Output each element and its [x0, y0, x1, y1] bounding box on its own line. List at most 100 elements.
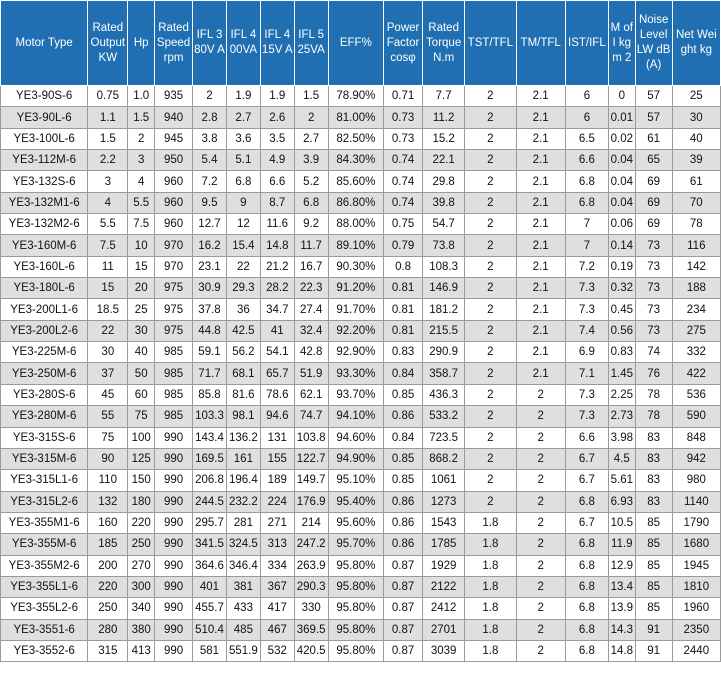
- table-cell: 78.90%: [327, 84, 385, 108]
- table-cell: 0.14: [607, 234, 636, 257]
- table-cell: 2: [515, 554, 566, 577]
- table-cell: 220: [127, 511, 156, 535]
- table-cell: 2: [464, 106, 517, 129]
- table-cell: 12: [225, 213, 261, 236]
- table-cell: 250: [127, 533, 156, 556]
- table-cell: 10.5: [607, 511, 636, 535]
- table-cell: 6.9: [564, 341, 609, 364]
- table-cell: 332: [671, 341, 721, 364]
- table-cell: 0.84: [383, 362, 424, 385]
- table-row: YE3-160M-6 7.5 10 970 16.2 15.4 14.8 11.7 89.10%…: [0, 234, 721, 257]
- table-cell: 12.7: [192, 213, 227, 236]
- table-cell: 2.1: [515, 319, 566, 343]
- table-cell: 0.74: [383, 170, 424, 193]
- table-cell: 868.2: [422, 447, 466, 471]
- table-cell: 2: [464, 170, 517, 193]
- table-cell: 2: [464, 213, 517, 236]
- motor-type-cell: YE3-132S-6: [0, 170, 89, 193]
- table-cell: 0.56: [607, 319, 636, 343]
- table-cell: 91.20%: [327, 277, 385, 300]
- table-cell: 1.9: [225, 84, 261, 108]
- motor-type-cell: YE3-355M1-6: [0, 511, 89, 535]
- table-cell: 6.93: [607, 490, 636, 513]
- table-cell: 7.2: [564, 255, 609, 279]
- table-cell: 2.1: [515, 84, 566, 108]
- table-cell: 54.1: [259, 341, 295, 364]
- table-cell: 7.4: [564, 319, 609, 343]
- table-cell: 34.7: [259, 298, 295, 321]
- table-cell: 42.8: [293, 341, 329, 364]
- table-cell: 11.2: [422, 106, 466, 129]
- table-cell: 28.2: [259, 277, 295, 300]
- table-cell: 6.8: [225, 170, 261, 193]
- table-cell: 401: [192, 575, 227, 599]
- table-cell: 78: [634, 383, 673, 407]
- table-cell: 85.60%: [327, 170, 385, 193]
- table-cell: 215.5: [422, 319, 466, 343]
- motor-type-cell: YE3-160L-6: [0, 255, 89, 279]
- motor-type-cell: YE3-355M2-6: [0, 554, 89, 577]
- table-cell: 6.7: [564, 469, 609, 492]
- table-cell: 125: [127, 447, 156, 471]
- table-cell: 2: [464, 405, 517, 428]
- table-cell: 960: [154, 213, 194, 236]
- table-cell: 181.2: [422, 298, 466, 321]
- table-cell: 3: [127, 149, 156, 172]
- table-cell: 71.7: [192, 362, 227, 385]
- table-row: YE3-280M-6 55 75 985 103.3 98.1 94.6 74.7 94.10%…: [0, 405, 721, 428]
- table-cell: 436.3: [422, 383, 466, 407]
- table-cell: 69: [634, 191, 673, 215]
- table-cell: 0.83: [383, 341, 424, 364]
- table-cell: 2: [127, 127, 156, 151]
- table-cell: 14.8: [259, 234, 295, 257]
- table-cell: 84.30%: [327, 149, 385, 172]
- table-cell: 990: [154, 469, 194, 492]
- motor-type-cell: YE3-355M-6: [0, 533, 89, 556]
- table-cell: 25: [671, 84, 721, 108]
- table-cell: 6.8: [564, 554, 609, 577]
- table-cell: 73: [634, 234, 673, 257]
- table-cell: 93.70%: [327, 383, 385, 407]
- table-cell: 367: [259, 575, 295, 599]
- table-cell: 532: [259, 639, 295, 663]
- table-cell: 1929: [422, 554, 466, 577]
- table-cell: 935: [154, 84, 194, 108]
- table-cell: 1.8: [464, 575, 517, 599]
- table-cell: 8.7: [259, 191, 295, 215]
- table-cell: 1.8: [464, 618, 517, 641]
- table-cell: 2: [515, 597, 566, 620]
- table-cell: 95.80%: [327, 554, 385, 577]
- table-cell: 940: [154, 106, 194, 129]
- table-cell: 0.73: [383, 127, 424, 151]
- table-cell: 2: [464, 277, 517, 300]
- table-cell: 1945: [671, 554, 721, 577]
- table-cell: 6.8: [564, 490, 609, 513]
- table-cell: 0.45: [607, 298, 636, 321]
- table-cell: 176.9: [293, 490, 329, 513]
- table-cell: 188: [671, 277, 721, 300]
- table-cell: 5.5: [127, 191, 156, 215]
- table-cell: 150: [127, 469, 156, 492]
- table-cell: 32.4: [293, 319, 329, 343]
- table-cell: 30: [671, 106, 721, 129]
- table-cell: 281: [225, 511, 261, 535]
- column-header: Motor Type: [0, 0, 89, 86]
- table-cell: 2.1: [515, 106, 566, 129]
- table-cell: 7.7: [422, 84, 466, 108]
- table-cell: 14.8: [607, 639, 636, 663]
- table-cell: 74.7: [293, 405, 329, 428]
- table-cell: 21.2: [259, 255, 295, 279]
- table-cell: 0.87: [383, 554, 424, 577]
- table-cell: 290.9: [422, 341, 466, 364]
- motor-type-cell: YE3-280M-6: [0, 405, 89, 428]
- table-cell: 0.87: [383, 575, 424, 599]
- table-cell: 581: [192, 639, 227, 663]
- table-cell: 95.10%: [327, 469, 385, 492]
- table-cell: 93.30%: [327, 362, 385, 385]
- table-cell: 5.61: [607, 469, 636, 492]
- column-header: IFL 525VA: [293, 0, 329, 86]
- table-cell: 1.8: [464, 511, 517, 535]
- table-cell: 6.8: [564, 170, 609, 193]
- table-cell: 29.3: [225, 277, 261, 300]
- table-cell: 39.8: [422, 191, 466, 215]
